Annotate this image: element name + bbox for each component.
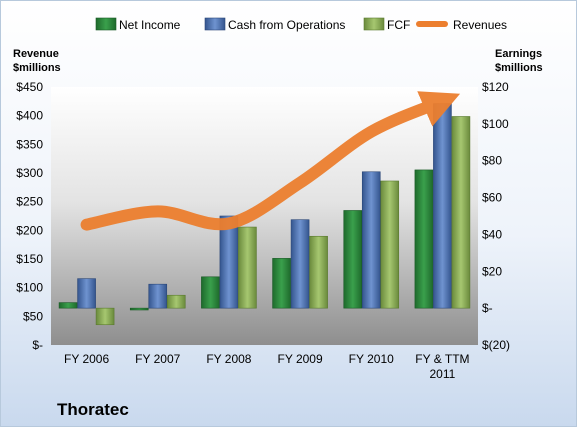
left-tick-label: $300 [16,166,43,180]
bar-cash-from-operations [77,278,96,309]
x-axis-ticks: FY 2006 FY 2007 FY 2008 FY 2009 FY 2010 FY & … [64,352,470,381]
left-tick-label: $350 [16,137,43,151]
bars [58,103,471,326]
left-tick-label: $200 [16,223,43,237]
bar-net-income [272,258,291,309]
bar-fcf [95,307,115,326]
bar-net-income [129,307,149,311]
right-tick-label: $- [482,301,493,315]
legend-swatch-cash-from-operations [204,17,226,31]
legend-label-fcf: FCF [387,18,410,32]
legend-label-net-income: Net Income [119,18,181,32]
x-tick-label: FY 2007 [135,352,180,366]
bar-fcf [166,294,186,309]
right-axis-label-line2: $millions [495,62,543,74]
bar-fcf [309,235,328,309]
x-tick-label: 2011 [430,367,456,381]
right-axis-ticks: $(20) $- $20 $40 $60 $80 $100 $120 [482,80,510,352]
right-axis-label-line1: Earnings [495,48,542,60]
legend-label-revenues: Revenues [453,18,507,32]
left-tick-label: $150 [16,252,43,266]
bar-fcf [451,116,471,309]
legend-item-revenues: Revenues [416,18,507,32]
legend-item-fcf: FCF [363,17,410,32]
line-revenues [80,91,461,231]
left-tick-label: $250 [16,195,43,209]
bar-cash-from-operations [433,103,452,309]
right-tick-label: $120 [482,80,509,94]
x-tick-label: FY 2006 [64,352,109,366]
right-tick-label: $100 [482,117,509,131]
x-tick-label: FY 2008 [206,352,251,366]
left-tick-label: $- [32,338,43,352]
right-tick-label: $40 [482,227,502,241]
bar-fcf [238,226,257,309]
right-tick-label: $20 [482,264,502,278]
legend-swatch-fcf [363,17,385,31]
bar-fcf [380,180,400,309]
left-axis-label-line1: Revenue [13,48,59,60]
x-tick-label: FY & TTM [415,352,469,366]
bar-net-income [58,302,78,309]
left-tick-label: $400 [16,109,43,123]
revenue-line [80,91,461,231]
left-tick-label: $50 [23,309,43,323]
bar-cash-from-operations [361,171,381,309]
legend-item-cash-from-operations: Cash from Operations [204,17,345,32]
bar-cash-from-operations [148,283,168,309]
bar-net-income [201,276,220,309]
left-tick-label: $100 [16,281,43,295]
bar-cash-from-operations [219,215,239,309]
right-tick-label: $80 [482,154,502,168]
left-tick-label: $450 [16,80,43,94]
bar-net-income [343,210,363,309]
right-tick-label: $60 [482,191,502,205]
legend-swatch-net-income [95,17,117,31]
legend: Net Income Cash from Operations FCF Reve… [95,17,507,32]
company-name: Thoratec [57,400,129,419]
x-tick-label: FY 2010 [349,352,394,366]
right-tick-label: $(20) [482,338,510,352]
left-axis-label-line2: $millions [13,62,61,74]
bar-net-income [414,169,434,309]
left-axis-ticks: $- $50 $100 $150 $200 $250 $300 $350 $400 $450 [16,80,43,352]
legend-label-cash-from-operations: Cash from Operations [228,18,345,32]
legend-item-net-income: Net Income [95,17,181,32]
bar-cash-from-operations [290,219,310,309]
x-tick-label: FY 2009 [278,352,323,366]
